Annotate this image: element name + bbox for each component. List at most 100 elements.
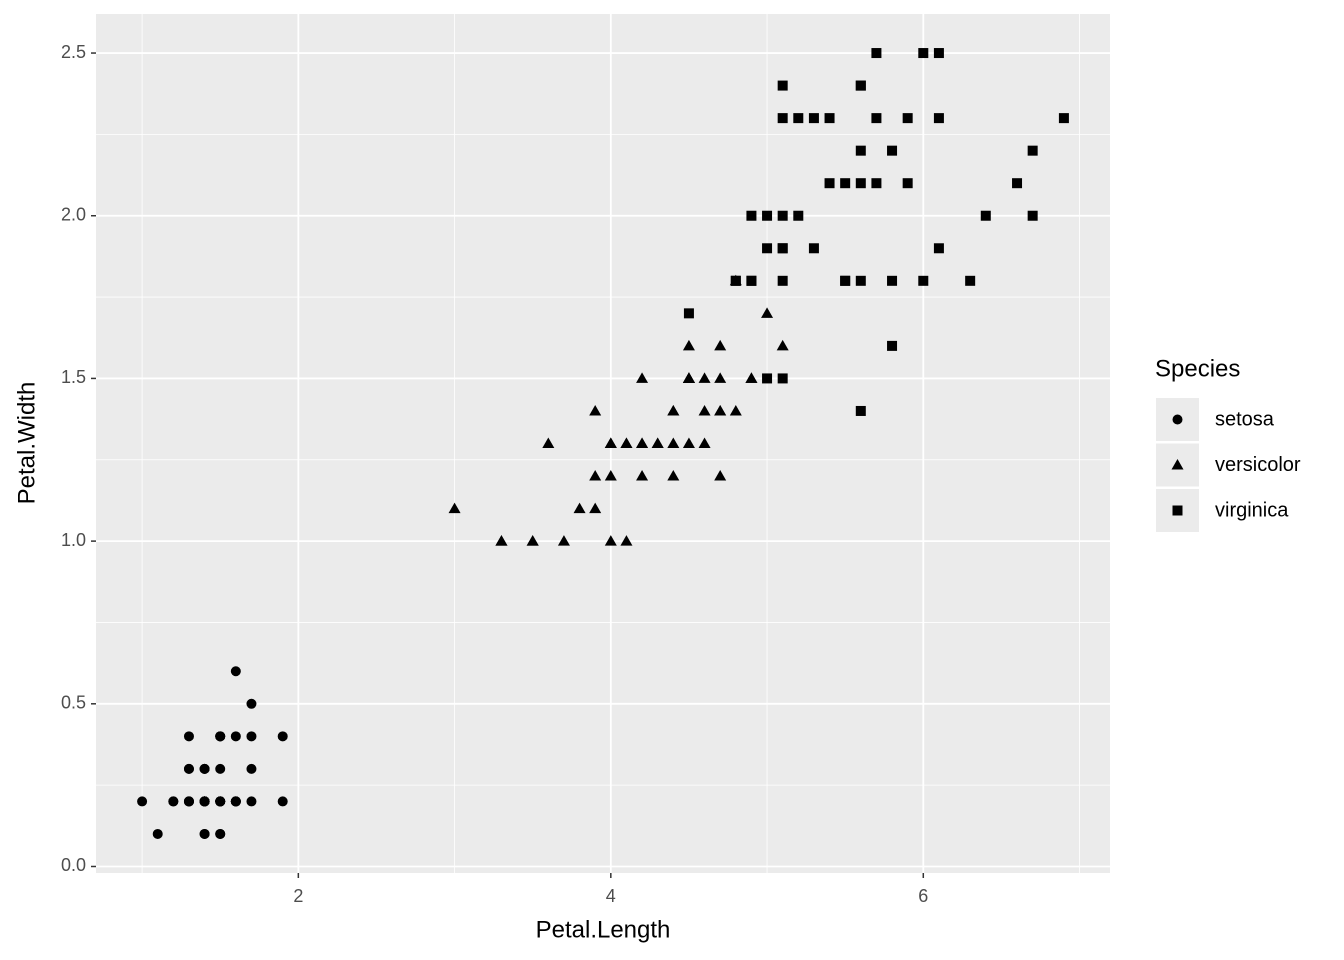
point [589,470,602,481]
point [698,437,711,448]
y-tick-label: 1.0 [61,530,86,550]
point [777,210,788,221]
point [667,470,680,481]
point [808,113,819,124]
point [761,307,774,318]
point [137,796,148,807]
point [777,113,788,124]
point [667,437,680,448]
point [762,243,773,254]
point [714,372,727,383]
point [183,796,194,807]
point [215,763,226,774]
point [589,502,602,514]
point [840,275,851,286]
point [777,275,788,286]
point [246,731,257,742]
point [746,275,757,286]
point [183,763,194,774]
point [620,535,633,546]
point [698,404,711,416]
y-tick-label: 2.0 [61,204,86,224]
point [589,404,602,416]
point [746,210,757,221]
point [1027,145,1038,156]
point [887,340,898,351]
y-tick-label: 1.5 [61,367,86,387]
point [230,796,241,807]
point [714,470,727,481]
point [902,178,913,189]
point [980,210,991,221]
point [762,373,773,384]
point [448,502,461,514]
point [636,437,649,448]
point [855,275,866,286]
point [682,372,695,383]
panel [96,14,1110,873]
point [918,48,929,59]
y-tick-label: 2.5 [61,42,86,62]
point [620,437,633,448]
legend-symbol [1171,459,1184,470]
point [871,113,882,124]
point [604,470,617,481]
point [604,437,617,448]
point [183,731,194,742]
point [199,796,210,807]
point [918,275,929,286]
point [887,275,898,286]
point [730,275,741,286]
point [871,178,882,189]
point [682,437,695,448]
x-axis-title: Petal.Length [536,916,671,943]
point [230,731,241,742]
point [1027,210,1038,221]
point [683,308,694,319]
point [168,796,179,807]
legend-title: Species [1155,355,1240,382]
point [215,828,226,839]
point [902,113,913,124]
point [495,535,508,546]
point [246,796,257,807]
x-tick-label: 6 [918,886,928,906]
point [277,796,288,807]
point [682,339,695,351]
point [557,535,570,546]
point [777,373,788,384]
point [965,275,976,286]
point [745,372,758,383]
point [636,372,649,383]
point [199,828,210,839]
point [855,145,866,156]
point [246,763,257,774]
point [840,178,851,189]
point [855,405,866,416]
point [887,145,898,156]
point [793,210,804,221]
point [636,470,649,481]
point [855,178,866,189]
point [824,178,835,189]
y-tick-label: 0.5 [61,693,86,713]
legend-label: setosa [1215,408,1275,430]
y-axis-title: Petal.Width [13,382,40,505]
point [230,666,241,677]
point [651,437,664,448]
point [542,437,555,448]
point [808,243,819,254]
point [729,404,742,416]
point [526,535,539,546]
point [714,404,727,416]
point [777,80,788,91]
legend-symbol [1172,505,1183,516]
point [776,339,789,351]
legend-symbol [1172,414,1183,425]
point [667,404,680,416]
x-tick-label: 2 [293,886,303,906]
point [152,828,163,839]
point [714,339,727,351]
point [855,80,866,91]
